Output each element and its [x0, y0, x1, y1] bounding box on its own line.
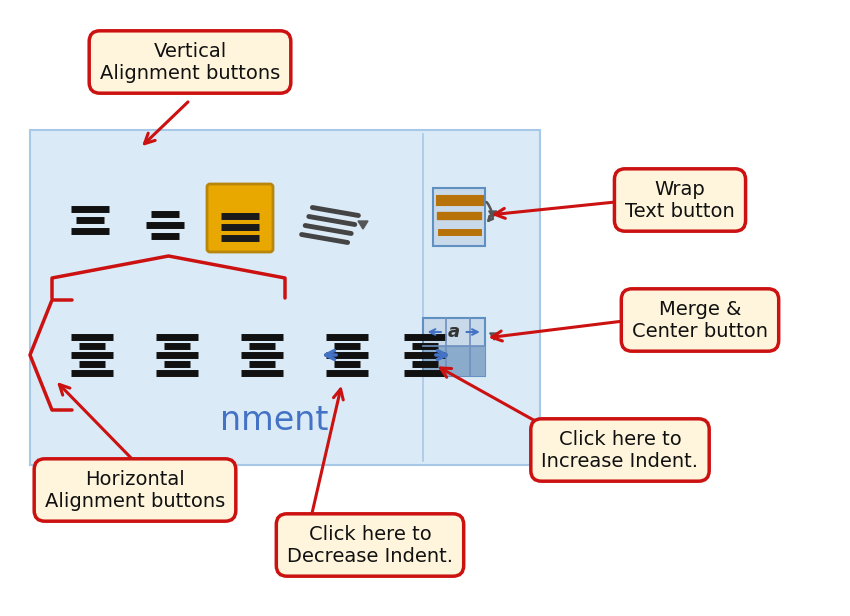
FancyBboxPatch shape	[433, 188, 484, 246]
Text: Vertical
Alignment buttons: Vertical Alignment buttons	[99, 41, 280, 83]
Text: Click here to
Increase Indent.: Click here to Increase Indent.	[541, 429, 699, 471]
FancyBboxPatch shape	[207, 184, 273, 252]
Text: Click here to
Decrease Indent.: Click here to Decrease Indent.	[287, 524, 453, 565]
FancyBboxPatch shape	[422, 318, 484, 376]
FancyBboxPatch shape	[422, 346, 484, 376]
Text: Horizontal
Alignment buttons: Horizontal Alignment buttons	[45, 469, 225, 511]
Polygon shape	[490, 333, 499, 340]
Text: Wrap
Text button: Wrap Text button	[625, 179, 735, 221]
Polygon shape	[489, 211, 496, 218]
Text: nment: nment	[220, 404, 328, 437]
Text: a: a	[448, 323, 460, 341]
Text: Merge &
Center button: Merge & Center button	[632, 299, 768, 341]
FancyBboxPatch shape	[30, 130, 540, 465]
Polygon shape	[358, 221, 368, 229]
